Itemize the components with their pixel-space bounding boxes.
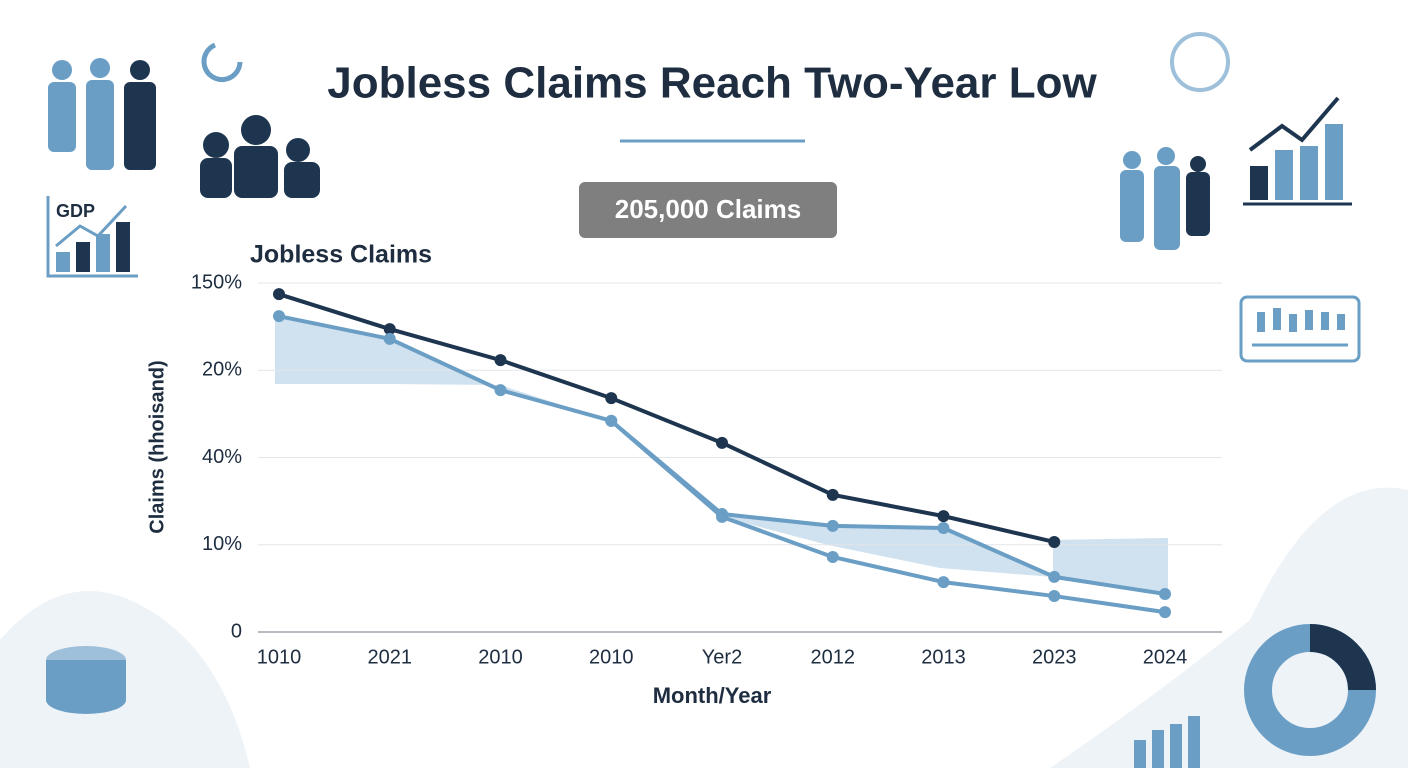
growth-icon bbox=[1243, 96, 1352, 206]
gdp-icon: GDP bbox=[46, 196, 138, 278]
data-point bbox=[826, 550, 839, 563]
x-tick-label: 2010 bbox=[478, 646, 523, 668]
data-point bbox=[937, 576, 950, 589]
series-line bbox=[278, 292, 1055, 544]
data-point bbox=[826, 519, 839, 532]
y-tick-label: 20% bbox=[202, 359, 242, 381]
data-point bbox=[383, 323, 396, 336]
growth-icon bbox=[1134, 716, 1200, 768]
chart-title: Jobless Claims Reach Two-Year Low bbox=[327, 59, 1097, 108]
x-tick-label: 2010 bbox=[589, 646, 634, 668]
data-point bbox=[494, 384, 507, 397]
shaded-band bbox=[275, 316, 1168, 594]
cycle-icon bbox=[1244, 624, 1376, 756]
plot-area: 0 10% 40% 20% 150% 1010 2021 2010 2010 Yer2 2012 20… bbox=[191, 271, 1222, 668]
x-tick-label: 2012 bbox=[811, 646, 856, 668]
icon-label: GDP bbox=[56, 201, 95, 221]
data-point bbox=[716, 510, 728, 523]
meeting-icon bbox=[200, 115, 320, 198]
x-tick-label: 2013 bbox=[921, 646, 966, 668]
data-point bbox=[1048, 535, 1061, 548]
data-point bbox=[605, 392, 618, 405]
people-icon bbox=[48, 58, 156, 170]
y-tick-label: 40% bbox=[202, 446, 242, 468]
data-point bbox=[383, 332, 396, 345]
x-axis-label: Month/Year bbox=[653, 683, 772, 708]
badge bbox=[579, 182, 837, 238]
y-axis-label: Claims (hhoisand) bbox=[146, 360, 168, 533]
data-point bbox=[937, 510, 950, 523]
chart-subtitle: Jobless Claims bbox=[250, 241, 432, 269]
refresh-icon bbox=[201, 42, 243, 83]
data-point bbox=[1048, 570, 1061, 583]
data-point bbox=[1159, 587, 1171, 600]
data-point bbox=[273, 310, 285, 323]
x-tick-label: 1010 bbox=[257, 646, 302, 668]
x-tick-label: Yer2 bbox=[702, 646, 742, 668]
data-point bbox=[494, 354, 507, 367]
data-point bbox=[716, 436, 728, 449]
y-tick-label: 0 bbox=[231, 620, 242, 642]
data-point bbox=[1159, 606, 1171, 619]
x-tick-label: 2021 bbox=[368, 646, 413, 668]
series-line bbox=[609, 419, 1166, 615]
people-icon bbox=[1120, 147, 1210, 250]
candlestick-icon bbox=[1239, 295, 1361, 363]
data-point bbox=[605, 414, 618, 427]
chart-icon bbox=[1170, 32, 1230, 92]
storage-icon bbox=[46, 646, 126, 714]
data-point bbox=[273, 288, 285, 301]
x-tick-label: 2023 bbox=[1032, 646, 1077, 668]
data-point bbox=[826, 488, 839, 501]
y-tick-label: 10% bbox=[202, 533, 242, 555]
badge-text: 205,000 Claims bbox=[615, 194, 801, 224]
data-point bbox=[1048, 590, 1061, 603]
x-tick-label: 2024 bbox=[1143, 646, 1188, 668]
y-tick-label: 150% bbox=[191, 271, 242, 293]
data-point bbox=[937, 521, 950, 534]
background-blob bbox=[1050, 487, 1408, 768]
